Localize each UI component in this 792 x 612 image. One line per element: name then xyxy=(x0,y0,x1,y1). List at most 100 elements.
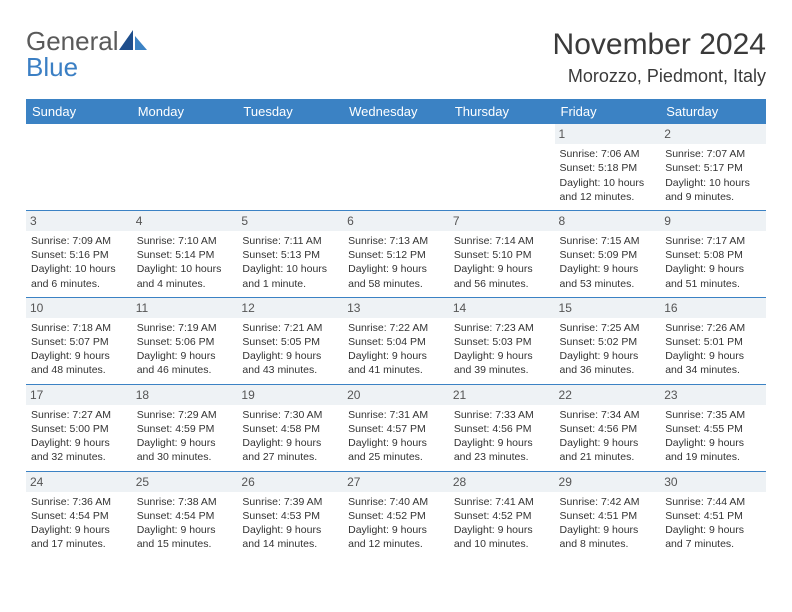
daylight-text: Daylight: 9 hours and 23 minutes. xyxy=(454,436,550,464)
calendar-cell: 24Sunrise: 7:36 AMSunset: 4:54 PMDayligh… xyxy=(26,471,132,557)
calendar-cell: 23Sunrise: 7:35 AMSunset: 4:55 PMDayligh… xyxy=(660,384,766,471)
calendar-cell: 28Sunrise: 7:41 AMSunset: 4:52 PMDayligh… xyxy=(449,471,555,557)
day-info: Sunrise: 7:41 AMSunset: 4:52 PMDaylight:… xyxy=(453,495,551,552)
day-number: 7 xyxy=(449,211,555,231)
sunrise-text: Sunrise: 7:40 AM xyxy=(348,495,444,509)
calendar-cell: 27Sunrise: 7:40 AMSunset: 4:52 PMDayligh… xyxy=(343,471,449,557)
calendar-cell: 2Sunrise: 7:07 AMSunset: 5:17 PMDaylight… xyxy=(660,124,766,210)
calendar-row: 3Sunrise: 7:09 AMSunset: 5:16 PMDaylight… xyxy=(26,210,766,297)
calendar-cell xyxy=(237,124,343,210)
daylight-text: Daylight: 9 hours and 58 minutes. xyxy=(348,262,444,290)
day-info: Sunrise: 7:27 AMSunset: 5:00 PMDaylight:… xyxy=(30,408,128,465)
calendar-cell: 6Sunrise: 7:13 AMSunset: 5:12 PMDaylight… xyxy=(343,210,449,297)
calendar-cell: 21Sunrise: 7:33 AMSunset: 4:56 PMDayligh… xyxy=(449,384,555,471)
daylight-text: Daylight: 9 hours and 36 minutes. xyxy=(560,349,656,377)
sunrise-text: Sunrise: 7:44 AM xyxy=(665,495,761,509)
calendar-cell: 25Sunrise: 7:38 AMSunset: 4:54 PMDayligh… xyxy=(132,471,238,557)
day-number: 5 xyxy=(237,211,343,231)
day-info: Sunrise: 7:19 AMSunset: 5:06 PMDaylight:… xyxy=(136,321,234,378)
sunrise-text: Sunrise: 7:33 AM xyxy=(454,408,550,422)
day-info: Sunrise: 7:42 AMSunset: 4:51 PMDaylight:… xyxy=(559,495,657,552)
day-info: Sunrise: 7:35 AMSunset: 4:55 PMDaylight:… xyxy=(664,408,762,465)
sunset-text: Sunset: 5:10 PM xyxy=(454,248,550,262)
sunrise-text: Sunrise: 7:38 AM xyxy=(137,495,233,509)
day-number: 25 xyxy=(132,472,238,492)
sunset-text: Sunset: 5:02 PM xyxy=(560,335,656,349)
sunrise-text: Sunrise: 7:25 AM xyxy=(560,321,656,335)
day-number: 8 xyxy=(555,211,661,231)
day-info: Sunrise: 7:10 AMSunset: 5:14 PMDaylight:… xyxy=(136,234,234,291)
day-number: 9 xyxy=(660,211,766,231)
sunset-text: Sunset: 4:51 PM xyxy=(665,509,761,523)
calendar-row: 17Sunrise: 7:27 AMSunset: 5:00 PMDayligh… xyxy=(26,384,766,471)
sunrise-text: Sunrise: 7:39 AM xyxy=(242,495,338,509)
logo-sail-icon xyxy=(119,30,147,50)
calendar-cell: 26Sunrise: 7:39 AMSunset: 4:53 PMDayligh… xyxy=(237,471,343,557)
calendar-cell: 30 Sunrise: 7:44 AMSunset: 4:51 PMDayligh… xyxy=(660,471,766,557)
day-number: 30 xyxy=(660,472,766,492)
daylight-text: Daylight: 9 hours and 25 minutes. xyxy=(348,436,444,464)
daylight-text: Daylight: 9 hours and 21 minutes. xyxy=(560,436,656,464)
calendar-cell: 20Sunrise: 7:31 AMSunset: 4:57 PMDayligh… xyxy=(343,384,449,471)
sunset-text: Sunset: 5:13 PM xyxy=(242,248,338,262)
calendar-cell xyxy=(343,124,449,210)
day-number: 10 xyxy=(26,298,132,318)
day-number: 20 xyxy=(343,385,449,405)
calendar-cell: 8Sunrise: 7:15 AMSunset: 5:09 PMDaylight… xyxy=(555,210,661,297)
day-info: Sunrise: 7:07 AMSunset: 5:17 PMDaylight:… xyxy=(664,147,762,204)
sunset-text: Sunset: 4:54 PM xyxy=(137,509,233,523)
daylight-text: Daylight: 9 hours and 12 minutes. xyxy=(348,523,444,551)
sunset-text: Sunset: 4:53 PM xyxy=(242,509,338,523)
calendar-cell: 16Sunrise: 7:26 AMSunset: 5:01 PMDayligh… xyxy=(660,297,766,384)
day-number: 13 xyxy=(343,298,449,318)
day-number: 6 xyxy=(343,211,449,231)
weekday-header: Wednesday xyxy=(343,99,449,124)
day-number xyxy=(132,124,238,144)
sunset-text: Sunset: 4:59 PM xyxy=(137,422,233,436)
sunset-text: Sunset: 5:01 PM xyxy=(665,335,761,349)
weekday-header-row: SundayMondayTuesdayWednesdayThursdayFrid… xyxy=(26,99,766,124)
sunrise-text: Sunrise: 7:19 AM xyxy=(137,321,233,335)
sunset-text: Sunset: 4:51 PM xyxy=(560,509,656,523)
calendar-cell xyxy=(26,124,132,210)
sunrise-text: Sunrise: 7:31 AM xyxy=(348,408,444,422)
daylight-text: Daylight: 9 hours and 17 minutes. xyxy=(31,523,127,551)
day-number: 29 xyxy=(555,472,661,492)
sunset-text: Sunset: 5:05 PM xyxy=(242,335,338,349)
sunset-text: Sunset: 5:06 PM xyxy=(137,335,233,349)
sunrise-text: Sunrise: 7:17 AM xyxy=(665,234,761,248)
sunrise-text: Sunrise: 7:18 AM xyxy=(31,321,127,335)
sunset-text: Sunset: 5:09 PM xyxy=(560,248,656,262)
daylight-text: Daylight: 10 hours and 1 minute. xyxy=(242,262,338,290)
daylight-text: Daylight: 9 hours and 32 minutes. xyxy=(31,436,127,464)
daylight-text: Daylight: 10 hours and 6 minutes. xyxy=(31,262,127,290)
calendar-cell: 4 Sunrise: 7:10 AMSunset: 5:14 PMDaylight… xyxy=(132,210,238,297)
daylight-text: Daylight: 9 hours and 7 minutes. xyxy=(665,523,761,551)
header: General Blue November 2024 Morozzo, Pied… xyxy=(26,28,766,87)
day-info: Sunrise: 7:11 AMSunset: 5:13 PMDaylight:… xyxy=(241,234,339,291)
day-number: 27 xyxy=(343,472,449,492)
day-info: Sunrise: 7:33 AMSunset: 4:56 PMDaylight:… xyxy=(453,408,551,465)
weekday-header: Monday xyxy=(132,99,238,124)
weekday-header: Thursday xyxy=(449,99,555,124)
logo-text: General Blue xyxy=(26,28,147,80)
calendar-cell: 29 Sunrise: 7:42 AMSunset: 4:51 PMDayligh… xyxy=(555,471,661,557)
day-number xyxy=(449,124,555,144)
weekday-header: Sunday xyxy=(26,99,132,124)
sunrise-text: Sunrise: 7:21 AM xyxy=(242,321,338,335)
calendar-cell: 18Sunrise: 7:29 AMSunset: 4:59 PMDayligh… xyxy=(132,384,238,471)
day-number: 1 xyxy=(555,124,661,144)
daylight-text: Daylight: 9 hours and 8 minutes. xyxy=(560,523,656,551)
daylight-text: Daylight: 9 hours and 56 minutes. xyxy=(454,262,550,290)
calendar-row: 1Sunrise: 7:06 AMSunset: 5:18 PMDaylight… xyxy=(26,124,766,210)
daylight-text: Daylight: 10 hours and 9 minutes. xyxy=(665,176,761,204)
calendar-cell xyxy=(132,124,238,210)
sunrise-text: Sunrise: 7:10 AM xyxy=(137,234,233,248)
day-number: 4 xyxy=(132,211,238,231)
day-info: Sunrise: 7:25 AMSunset: 5:02 PMDaylight:… xyxy=(559,321,657,378)
calendar-cell: 12Sunrise: 7:21 AMSunset: 5:05 PMDayligh… xyxy=(237,297,343,384)
day-info: Sunrise: 7:44 AMSunset: 4:51 PMDaylight:… xyxy=(664,495,762,552)
daylight-text: Daylight: 9 hours and 34 minutes. xyxy=(665,349,761,377)
daylight-text: Daylight: 9 hours and 46 minutes. xyxy=(137,349,233,377)
daylight-text: Daylight: 9 hours and 51 minutes. xyxy=(665,262,761,290)
